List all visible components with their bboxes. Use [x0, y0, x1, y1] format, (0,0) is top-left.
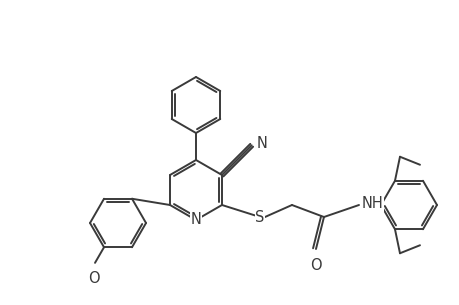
Text: N: N [256, 136, 267, 151]
Text: S: S [255, 210, 264, 224]
Text: N: N [190, 213, 201, 228]
Text: O: O [88, 271, 100, 286]
Text: NH: NH [361, 196, 383, 211]
Text: O: O [309, 258, 321, 273]
